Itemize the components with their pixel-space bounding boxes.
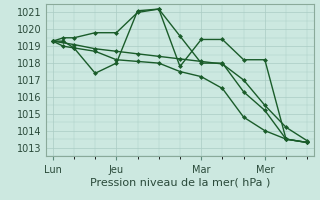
X-axis label: Pression niveau de la mer( hPa ): Pression niveau de la mer( hPa ) xyxy=(90,178,270,188)
